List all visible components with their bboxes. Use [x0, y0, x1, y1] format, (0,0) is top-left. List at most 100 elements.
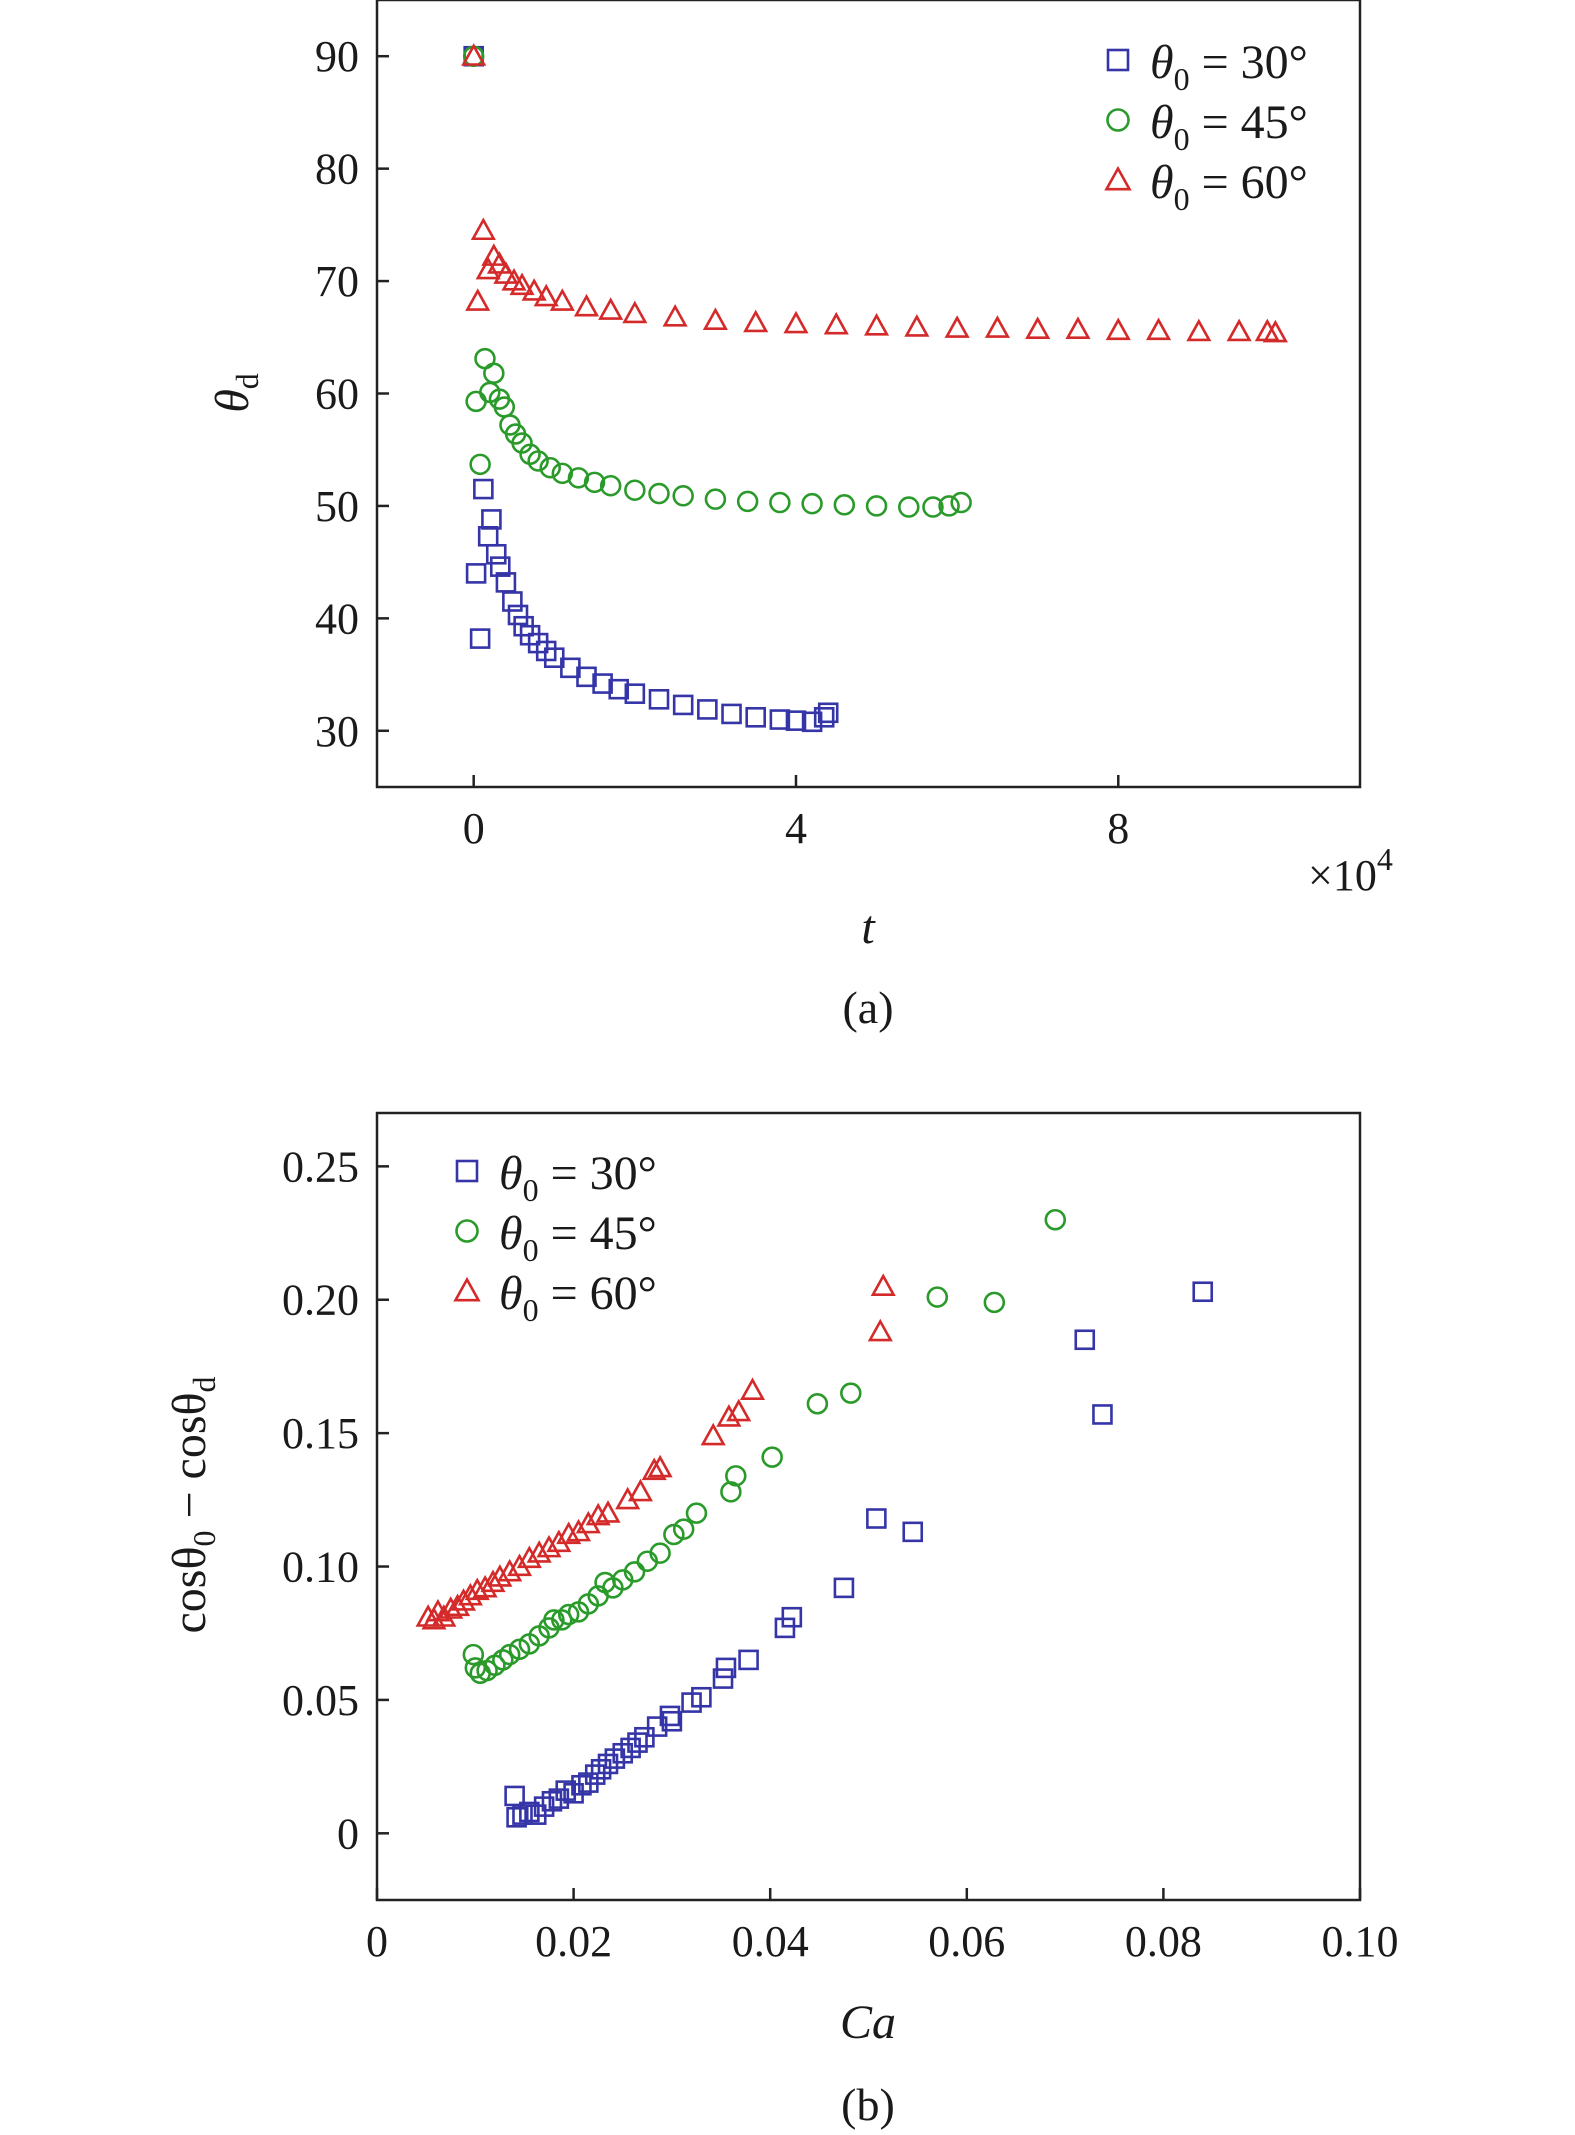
data-point — [866, 1508, 887, 1529]
data-point — [620, 1737, 641, 1759]
data-point — [565, 1518, 592, 1542]
data-point — [983, 1291, 1006, 1314]
data-point — [1092, 1404, 1113, 1425]
data-point — [1105, 317, 1131, 341]
x-tick-label: 4 — [785, 804, 807, 853]
data-point — [704, 488, 727, 510]
data-point — [502, 591, 523, 612]
y-tick-label: 0.20 — [282, 1276, 359, 1325]
data-point — [715, 1657, 737, 1679]
data-point — [867, 1318, 893, 1342]
x-tick-label: 8 — [1107, 804, 1129, 853]
data-point — [646, 1716, 668, 1737]
data-point — [712, 1668, 734, 1689]
data-point — [685, 1502, 708, 1524]
data-point — [608, 678, 630, 700]
data-point — [1065, 316, 1091, 339]
data-point — [716, 1404, 742, 1427]
data-point — [950, 491, 972, 514]
panel-a-x-ticks: 0 4 8 — [463, 775, 1129, 853]
data-point — [783, 310, 809, 334]
data-point — [462, 1643, 485, 1666]
data-point — [415, 1604, 441, 1627]
data-point — [549, 288, 575, 311]
data-point — [509, 272, 535, 296]
panel-a-label: (a) — [842, 982, 893, 1033]
data-point — [624, 683, 646, 704]
data-point — [647, 1454, 673, 1478]
data-point — [546, 1529, 572, 1553]
data-point — [465, 288, 491, 311]
data-point — [806, 1393, 829, 1415]
data-point — [541, 1790, 563, 1812]
data-point — [902, 1521, 924, 1543]
legend-item: θ0 = 60° — [1104, 156, 1308, 217]
data-point — [624, 479, 646, 501]
legend-label: θ0 = 30° — [499, 1147, 657, 1208]
data-point — [519, 1801, 540, 1823]
legend-marker — [1106, 48, 1130, 72]
x-tick-label: 0.02 — [535, 1917, 612, 1966]
data-point — [785, 710, 807, 731]
data-point — [691, 1686, 712, 1708]
data-point — [725, 1465, 747, 1487]
data-point — [590, 1758, 612, 1780]
data-point — [571, 1774, 592, 1796]
data-point — [556, 1521, 582, 1545]
data-point — [641, 1457, 667, 1481]
panel-b: 00.050.100.150.200.25 0 0.02 0.04 0.06 0.08 0… — [163, 1111, 1399, 2130]
legend-item: θ0 = 45° — [455, 1207, 657, 1268]
data-point — [445, 1593, 471, 1617]
data-point — [813, 706, 835, 728]
data-point — [450, 1588, 477, 1611]
panel-b-x-ticks: 0 0.02 0.04 0.06 0.08 0.10 — [366, 1888, 1399, 1966]
data-point — [599, 474, 622, 497]
data-point — [649, 1542, 671, 1564]
data-point — [597, 1753, 619, 1775]
y-tick-label: 30 — [315, 707, 359, 756]
data-point — [1146, 317, 1172, 341]
data-point — [576, 666, 597, 688]
data-point — [470, 217, 496, 241]
y-tick-label: 90 — [315, 32, 359, 81]
data-point — [726, 1398, 752, 1422]
legend-marker — [1104, 165, 1132, 191]
data-point — [483, 362, 505, 385]
panel-b-data-points — [415, 1208, 1214, 1828]
x-tick-label: 0 — [463, 804, 485, 853]
data-point — [648, 482, 670, 505]
data-point — [672, 694, 694, 716]
series-square — [504, 1281, 1214, 1828]
data-point — [533, 283, 559, 307]
panel-b-y-ticks: 0 0.05 0.10 0.15 0.20 0.25 — [282, 1142, 389, 1858]
data-point — [659, 1705, 681, 1727]
data-point — [648, 689, 670, 710]
data-point — [840, 1382, 862, 1404]
data-point — [721, 703, 742, 725]
legend-label: θ0 = 45° — [1150, 96, 1308, 157]
legend-marker — [1106, 108, 1130, 132]
y-tick-label: 0.10 — [282, 1543, 359, 1592]
y-tick-label: 70 — [315, 257, 359, 306]
data-point — [627, 1478, 654, 1502]
data-point — [672, 485, 694, 507]
data-point — [506, 1806, 527, 1828]
data-point — [1192, 1281, 1214, 1303]
data-point — [512, 1804, 533, 1825]
data-point — [477, 525, 499, 547]
data-point — [485, 543, 507, 565]
y-tick-label: 50 — [315, 482, 359, 531]
data-point — [595, 1500, 621, 1523]
panel-b-y-axis-label: cosθ0 − cosθd — [163, 1376, 222, 1633]
panel-a-y-ticks: 30 40 50 60 70 80 90 — [315, 32, 389, 756]
data-point — [461, 43, 487, 66]
data-point — [700, 1422, 726, 1446]
x-tick-label: 0.08 — [1125, 1917, 1202, 1966]
data-point — [506, 1553, 533, 1577]
data-point — [480, 1569, 506, 1593]
data-point — [904, 314, 930, 337]
data-point — [944, 315, 970, 338]
data-point — [634, 1726, 655, 1748]
series-circle — [462, 45, 972, 518]
